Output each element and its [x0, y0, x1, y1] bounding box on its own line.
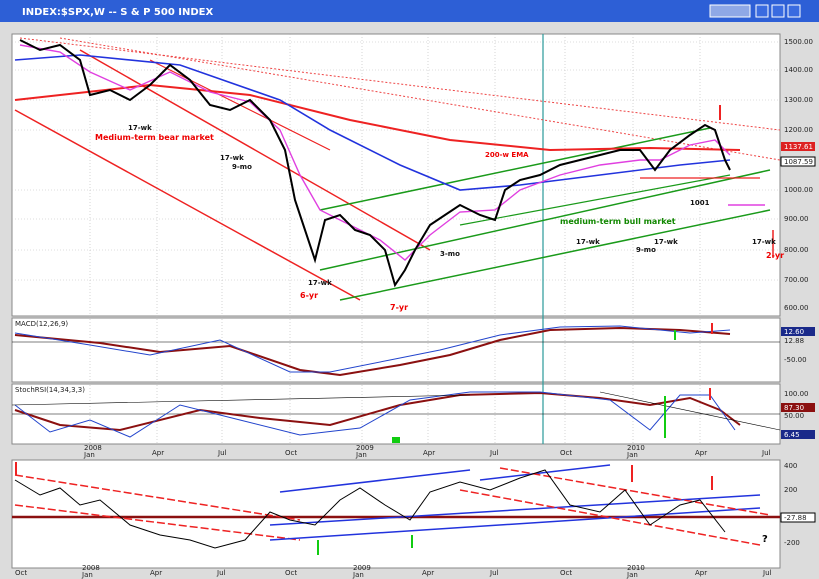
- date-label: Jul: [217, 449, 227, 457]
- lower-date-axis: Oct 2008 Jan Apr Jul Oct 2009 Jan Apr Ju…: [15, 564, 772, 579]
- axis-label: 12.88: [784, 337, 804, 345]
- axis-label: 6.45: [784, 431, 800, 439]
- annotation: 2-yr: [766, 251, 784, 260]
- panel-label: MACD(12,26,9): [15, 320, 68, 328]
- axis-label: 1137.61: [784, 143, 813, 151]
- annotation: 17-wk: [220, 154, 244, 162]
- stoch-drawing: [11, 388, 781, 443]
- macd-drawing: [12, 323, 780, 377]
- oscillator-drawing: [12, 462, 780, 555]
- annotation: ?: [762, 534, 768, 545]
- date-label: Oct: [560, 449, 572, 457]
- annotation: Medium-term bear market: [95, 133, 214, 142]
- price-drawing: [14, 37, 781, 301]
- date-label: 2008: [84, 444, 102, 452]
- axis-label: 600.00: [784, 304, 809, 312]
- close-button[interactable]: [787, 4, 801, 18]
- annotation: 9-mo: [636, 246, 656, 254]
- axis-label: 87.30: [784, 404, 804, 412]
- date-label: Jul: [761, 449, 771, 457]
- date-label: 2009: [356, 444, 374, 452]
- date-label: Apr: [423, 449, 435, 457]
- window-title: INDEX:$SPX,W -- S & P 500 INDEX: [22, 7, 213, 18]
- date-label: Jan: [626, 571, 638, 579]
- annotation: 17-wk: [308, 279, 332, 287]
- date-label: 2010: [627, 564, 645, 572]
- toolbar-button[interactable]: [709, 4, 751, 18]
- annotation: 3-mo: [440, 250, 460, 258]
- date-label: Jan: [352, 571, 364, 579]
- date-label: Jan: [81, 571, 93, 579]
- minimize-button[interactable]: [755, 4, 769, 18]
- annotation: 9-mo: [232, 163, 252, 171]
- annotation: 17-wk: [576, 238, 600, 246]
- date-label: Apr: [152, 449, 164, 457]
- axis-label: 400: [784, 462, 797, 470]
- upper-date-axis: 2008 Jan Apr Jul Oct 2009 Jan Apr Jul Oc…: [83, 444, 771, 459]
- date-label: Jan: [83, 451, 95, 459]
- date-label: Oct: [560, 569, 572, 577]
- maximize-button[interactable]: [771, 4, 785, 18]
- axis-label: 12.60: [784, 328, 804, 336]
- date-label: Oct: [285, 569, 297, 577]
- axis-label: 900.00: [784, 215, 809, 223]
- date-label: Jul: [762, 569, 772, 577]
- axis-label: -50.00: [784, 356, 807, 364]
- annotation: 17-wk: [654, 238, 678, 246]
- annotation: 1001: [690, 199, 710, 207]
- date-label: Jul: [216, 569, 226, 577]
- axis-label: 800.00: [784, 246, 809, 254]
- panel-label: StochRSI(14,34,3,3): [15, 386, 85, 394]
- date-label: Jan: [626, 451, 638, 459]
- price-axis: 1500.00 1400.00 1300.00 1200.00 1137.61 …: [780, 38, 816, 312]
- axis-label: 1200.00: [784, 126, 813, 134]
- axis-label: -27.88: [784, 514, 807, 522]
- axis-label: 1087.59: [784, 158, 813, 166]
- date-label: Oct: [15, 569, 27, 577]
- annotation: medium-term bull market: [560, 217, 676, 226]
- date-label: 2008: [82, 564, 100, 572]
- title-bar: [0, 0, 819, 22]
- axis-label: 1000.00: [784, 186, 813, 194]
- annotation: 17-wk: [752, 238, 776, 246]
- axis-label: 200: [784, 486, 797, 494]
- axis-label: 700.00: [784, 276, 809, 284]
- annotation: 6-yr: [300, 291, 318, 300]
- date-label: Oct: [285, 449, 297, 457]
- annotation: 17-wk: [128, 124, 152, 132]
- annotation: 7-yr: [390, 303, 408, 312]
- date-label: 2009: [353, 564, 371, 572]
- axis-label: 50.00: [784, 412, 804, 420]
- axis-label: 1400.00: [784, 66, 813, 74]
- price-panel: [11, 33, 781, 317]
- date-label: Apr: [422, 569, 434, 577]
- date-label: Jan: [355, 451, 367, 459]
- date-label: Apr: [695, 569, 707, 577]
- axis-label: 1300.00: [784, 96, 813, 104]
- date-label: Jul: [489, 449, 499, 457]
- axis-label: 1500.00: [784, 38, 813, 46]
- axis-label: 100.00: [784, 390, 809, 398]
- date-label: Apr: [150, 569, 162, 577]
- date-label: Jul: [489, 569, 499, 577]
- date-label: 2010: [627, 444, 645, 452]
- axis-label: -200: [784, 539, 800, 547]
- macd-panel: [11, 317, 781, 383]
- date-label: Apr: [695, 449, 707, 457]
- annotation: 200-w EMA: [485, 151, 529, 159]
